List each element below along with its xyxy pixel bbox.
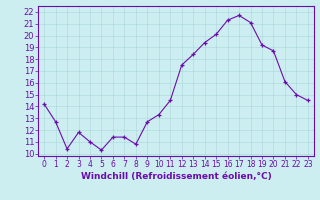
X-axis label: Windchill (Refroidissement éolien,°C): Windchill (Refroidissement éolien,°C): [81, 172, 271, 181]
